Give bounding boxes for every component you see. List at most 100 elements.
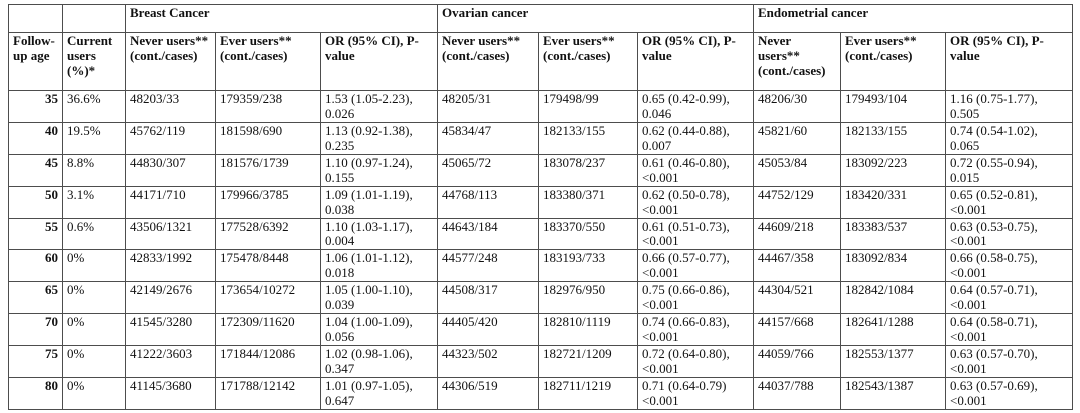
cell-endometrial-never-users: 44157/668 xyxy=(753,313,841,346)
cell-ovarian-ever-users: 182133/155 xyxy=(538,121,638,155)
cell-ovarian-ever-users: 179498/99 xyxy=(538,90,638,123)
cell-current-users: 0.6% xyxy=(62,217,126,251)
cell-endometrial-or-pvalue: 0.65 (0.52-0.81), <0.001 xyxy=(944,185,1074,219)
cell-ovarian-never-users: 45834/47 xyxy=(437,121,539,155)
cell-current-users: 0% xyxy=(62,281,126,315)
cell-endometrial-or-pvalue: 0.63 (0.57-0.69), <0.001 xyxy=(944,376,1074,410)
table-row: 70 0% 41545/3280 172309/11620 1.04 (1.00-1.0… xyxy=(8,313,1074,346)
column-header-or-95-ci-p-value-4: OR (95% CI), P-value xyxy=(320,32,438,91)
column-header-ever-users-cont-cases-6: Ever users** (cont./cases) xyxy=(538,32,638,91)
cell-breast-never-users: 42149/2676 xyxy=(125,281,216,315)
table-row: 40 19.5% 45762/119 181598/690 1.13 (0.92-1.3… xyxy=(8,121,1074,155)
group-header-spacer xyxy=(8,4,63,33)
cell-current-users: 0% xyxy=(62,249,126,283)
cell-follow-up-age: 40 xyxy=(8,121,63,155)
cell-endometrial-never-users: 44467/358 xyxy=(753,249,841,283)
cell-breast-or-pvalue: 1.04 (1.00-1.09), 0.056 xyxy=(320,313,438,346)
cell-ovarian-or-pvalue: 0.62 (0.50-0.78), <0.001 xyxy=(637,185,754,219)
cell-follow-up-age: 50 xyxy=(8,185,63,219)
cell-breast-ever-users: 181598/690 xyxy=(215,121,321,155)
cell-breast-ever-users: 175478/8448 xyxy=(215,249,321,283)
cell-breast-ever-users: 172309/11620 xyxy=(215,313,321,346)
cell-follow-up-age: 75 xyxy=(8,345,63,378)
cell-endometrial-or-pvalue: 0.74 (0.54-1.02), 0.065 xyxy=(944,121,1074,155)
cell-ovarian-never-users: 44508/317 xyxy=(437,281,539,315)
cell-breast-or-pvalue: 1.05 (1.00-1.10), 0.039 xyxy=(320,281,438,315)
cell-endometrial-never-users: 44304/521 xyxy=(753,281,841,315)
cell-ovarian-never-users: 44306/519 xyxy=(437,376,539,410)
cell-ovarian-or-pvalue: 0.71 (0.64-0.79) <0.001 xyxy=(637,376,754,410)
cell-breast-never-users: 41222/3603 xyxy=(125,345,216,378)
cell-breast-or-pvalue: 1.10 (1.03-1.17), 0.004 xyxy=(320,217,438,251)
cell-current-users: 0% xyxy=(62,345,126,378)
cell-ovarian-ever-users: 183193/733 xyxy=(538,249,638,283)
cell-follow-up-age: 45 xyxy=(8,153,63,187)
cell-endometrial-never-users: 48206/30 xyxy=(753,90,841,123)
cell-endometrial-ever-users: 182543/1387 xyxy=(840,376,946,410)
cell-ovarian-or-pvalue: 0.62 (0.44-0.88), 0.007 xyxy=(637,121,754,155)
cell-ovarian-or-pvalue: 0.61 (0.51-0.73), <0.001 xyxy=(637,217,754,251)
cell-endometrial-or-pvalue: 0.63 (0.57-0.70), <0.001 xyxy=(944,345,1074,378)
cell-follow-up-age: 80 xyxy=(8,376,63,410)
cell-breast-never-users: 43506/1321 xyxy=(125,217,216,251)
cell-ovarian-never-users: 44768/113 xyxy=(437,185,539,219)
group-header-breast-cancer: Breast Cancer xyxy=(125,4,438,33)
cell-follow-up-age: 35 xyxy=(8,90,63,123)
cell-endometrial-ever-users: 183383/537 xyxy=(840,217,946,251)
cell-endometrial-ever-users: 182842/1084 xyxy=(840,281,946,315)
cell-endometrial-ever-users: 182133/155 xyxy=(840,121,946,155)
cell-current-users: 3.1% xyxy=(62,185,126,219)
table-row: 65 0% 42149/2676 173654/10272 1.05 (1.00-1.1… xyxy=(8,281,1074,315)
cell-breast-never-users: 42833/1992 xyxy=(125,249,216,283)
column-header-never-users-cont-cases-8: Never users** (cont./cases) xyxy=(753,32,841,91)
column-header-never-users-cont-cases-5: Never users** (cont./cases) xyxy=(437,32,539,91)
cell-follow-up-age: 65 xyxy=(8,281,63,315)
cell-current-users: 0% xyxy=(62,376,126,410)
cell-endometrial-ever-users: 182641/1288 xyxy=(840,313,946,346)
cell-endometrial-never-users: 45053/84 xyxy=(753,153,841,187)
cell-current-users: 0% xyxy=(62,313,126,346)
column-header-or-95-ci-p-value-7: OR (95% CI), P-value xyxy=(637,32,754,91)
cell-ovarian-never-users: 44577/248 xyxy=(437,249,539,283)
cell-current-users: 36.6% xyxy=(62,90,126,123)
cell-ovarian-ever-users: 182810/1119 xyxy=(538,313,638,346)
cell-breast-or-pvalue: 1.10 (0.97-1.24), 0.155 xyxy=(320,153,438,187)
column-header-row: Follow-up age Current users (%)* Never use… xyxy=(8,32,1074,91)
cell-ovarian-or-pvalue: 0.75 (0.66-0.86), <0.001 xyxy=(637,281,754,315)
cell-endometrial-or-pvalue: 0.66 (0.58-0.75), <0.001 xyxy=(944,249,1074,283)
results-table: Breast Cancer Ovarian cancer Endometrial c… xyxy=(8,4,1074,410)
cell-breast-or-pvalue: 1.02 (0.98-1.06), 0.347 xyxy=(320,345,438,378)
cell-endometrial-ever-users: 179493/104 xyxy=(840,90,946,123)
column-header-never-users-cont-cases-2: Never users** (cont./cases) xyxy=(125,32,216,91)
cell-ovarian-ever-users: 183078/237 xyxy=(538,153,638,187)
group-header-endometrial-cancer: Endometrial cancer xyxy=(752,4,1074,33)
group-header-spacer xyxy=(62,4,126,33)
table-row: 80 0% 41145/3680 171788/12142 1.01 (0.97-1.0… xyxy=(8,376,1074,410)
cell-ovarian-or-pvalue: 0.61 (0.46-0.80), <0.001 xyxy=(637,153,754,187)
column-header-ever-users-cont-cases-9: Ever users** (cont./cases) xyxy=(840,32,946,91)
cell-breast-never-users: 41545/3280 xyxy=(125,313,216,346)
cell-endometrial-or-pvalue: 0.64 (0.57-0.71), <0.001 xyxy=(944,281,1074,315)
cell-endometrial-never-users: 44752/129 xyxy=(753,185,841,219)
cell-ovarian-never-users: 44643/184 xyxy=(437,217,539,251)
cell-ovarian-or-pvalue: 0.72 (0.64-0.80), <0.001 xyxy=(637,345,754,378)
cell-breast-ever-users: 179359/238 xyxy=(215,90,321,123)
cell-breast-ever-users: 171844/12086 xyxy=(215,345,321,378)
table-row: 50 3.1% 44171/710 179966/3785 1.09 (1.01-1.1… xyxy=(8,185,1074,219)
cell-breast-ever-users: 179966/3785 xyxy=(215,185,321,219)
cell-follow-up-age: 60 xyxy=(8,249,63,283)
cell-breast-ever-users: 173654/10272 xyxy=(215,281,321,315)
cell-current-users: 19.5% xyxy=(62,121,126,155)
table-body: 35 36.6% 48203/33 179359/238 1.53 (1.05-2.23… xyxy=(8,90,1074,410)
table-row: 75 0% 41222/3603 171844/12086 1.02 (0.98-1.0… xyxy=(8,345,1074,378)
cell-endometrial-ever-users: 183092/223 xyxy=(840,153,946,187)
cell-ovarian-ever-users: 182711/1219 xyxy=(538,376,638,410)
group-header-row: Breast Cancer Ovarian cancer Endometrial c… xyxy=(8,4,1074,33)
cell-endometrial-never-users: 44059/766 xyxy=(753,345,841,378)
table-row: 35 36.6% 48203/33 179359/238 1.53 (1.05-2.23… xyxy=(8,90,1074,123)
cell-endometrial-never-users: 44609/218 xyxy=(753,217,841,251)
column-header-follow-up-age-0: Follow-up age xyxy=(8,32,63,91)
table-row: 45 8.8% 44830/307 181576/1739 1.10 (0.97-1.2… xyxy=(8,153,1074,187)
cell-ovarian-never-users: 45065/72 xyxy=(437,153,539,187)
cell-ovarian-ever-users: 183370/550 xyxy=(538,217,638,251)
